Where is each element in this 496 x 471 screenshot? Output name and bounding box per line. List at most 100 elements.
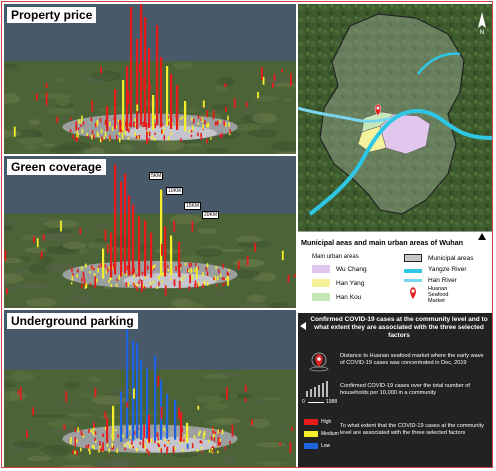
community-marker [98, 265, 100, 268]
legend-han-river: Han River [404, 277, 457, 284]
community-marker [183, 439, 185, 442]
case-bar [33, 236, 35, 243]
community-marker [139, 279, 141, 282]
legend-municipal-areas: Municipal areas [404, 254, 474, 262]
community-marker [88, 446, 90, 452]
legend-han-yang: Han Yang [312, 279, 364, 287]
terrain-patch [90, 89, 127, 94]
community-marker [81, 115, 83, 121]
distance-description: Distance to Huanan seafood market where … [340, 353, 484, 366]
terrain-patch [185, 143, 202, 148]
community-marker [143, 286, 146, 290]
terrain-patch [91, 70, 122, 82]
extent-description: To what extent that the COVID-19 cases a… [340, 423, 484, 436]
terrain-patch [169, 214, 202, 225]
community-marker [96, 278, 98, 283]
community-marker [183, 275, 185, 278]
community-marker [76, 439, 78, 443]
terrain-patch [83, 147, 106, 154]
case-bar [260, 67, 263, 80]
case-bar [79, 228, 82, 235]
terrain-patch [202, 373, 230, 380]
community-marker [77, 269, 79, 273]
terrain-patch [196, 395, 224, 404]
case-bar [152, 95, 155, 130]
terrain-patch [251, 113, 277, 124]
community-marker [214, 121, 217, 126]
case-bar [156, 432, 159, 437]
case-bar [60, 220, 62, 232]
terrain-patch [66, 293, 83, 302]
community-marker [217, 429, 220, 434]
terrain-patch [62, 241, 87, 250]
case-bar [254, 243, 257, 252]
community-marker [76, 450, 79, 456]
community-marker [104, 120, 107, 126]
distance-label-5km: 5KM [149, 172, 164, 180]
case-bar [160, 57, 163, 127]
community-marker [115, 135, 118, 141]
community-marker [98, 450, 100, 453]
community-marker [198, 432, 200, 437]
community-marker [175, 266, 177, 271]
community-marker [91, 429, 93, 433]
terrain-patch [25, 297, 58, 307]
community-marker [131, 440, 133, 445]
level-high-swatch [304, 419, 318, 425]
case-bar [6, 288, 8, 295]
community-marker [168, 118, 171, 123]
community-marker [188, 285, 191, 291]
community-marker [197, 122, 200, 125]
terrain-patch [246, 294, 267, 303]
community-marker [163, 427, 165, 431]
community-marker [180, 138, 182, 142]
community-marker [202, 283, 204, 289]
community-marker [112, 263, 115, 269]
community-marker [219, 438, 221, 444]
factor-legend-header: Confirmed COVID-19 cases at the communit… [310, 316, 488, 339]
community-marker [225, 277, 227, 281]
community-marker [69, 439, 72, 445]
community-marker [138, 281, 140, 284]
community-marker [229, 129, 231, 134]
case-bar [281, 250, 284, 261]
community-marker [81, 433, 84, 436]
case-bar [166, 446, 169, 451]
case-bar [144, 220, 147, 276]
community-marker [214, 276, 216, 281]
community-marker [129, 435, 132, 439]
case-bar [148, 414, 151, 443]
case-bar [17, 390, 20, 395]
community-marker [194, 283, 196, 288]
community-marker [181, 427, 184, 433]
case-bar [119, 119, 122, 133]
community-marker [154, 123, 157, 129]
triangle-left-icon [300, 322, 306, 330]
case-bar [65, 391, 68, 402]
community-marker [213, 437, 216, 442]
community-marker [122, 434, 124, 438]
community-marker [124, 130, 127, 135]
case-bar [206, 110, 209, 118]
community-marker [100, 447, 102, 452]
case-bar [120, 391, 123, 442]
case-bar [4, 250, 7, 261]
terrain-patch [213, 291, 228, 298]
community-marker [133, 121, 135, 127]
community-marker [164, 438, 166, 442]
scale-max: 1988 [326, 399, 338, 405]
community-marker [194, 263, 197, 266]
terrain-patch [262, 76, 290, 84]
community-marker [223, 120, 225, 126]
community-marker [144, 276, 147, 279]
case-bar [136, 39, 139, 129]
community-marker [162, 130, 165, 134]
community-marker [94, 431, 97, 435]
community-marker [193, 268, 196, 272]
community-marker [221, 132, 223, 138]
community-marker [117, 434, 119, 438]
scale-min: 0 [302, 399, 305, 405]
case-bar [173, 279, 176, 286]
case-bar [138, 63, 141, 73]
community-marker [133, 273, 135, 278]
